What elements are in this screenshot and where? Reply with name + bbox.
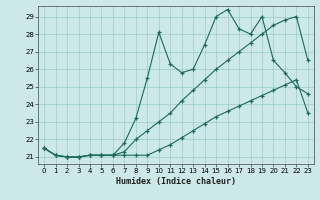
X-axis label: Humidex (Indice chaleur): Humidex (Indice chaleur) <box>116 177 236 186</box>
